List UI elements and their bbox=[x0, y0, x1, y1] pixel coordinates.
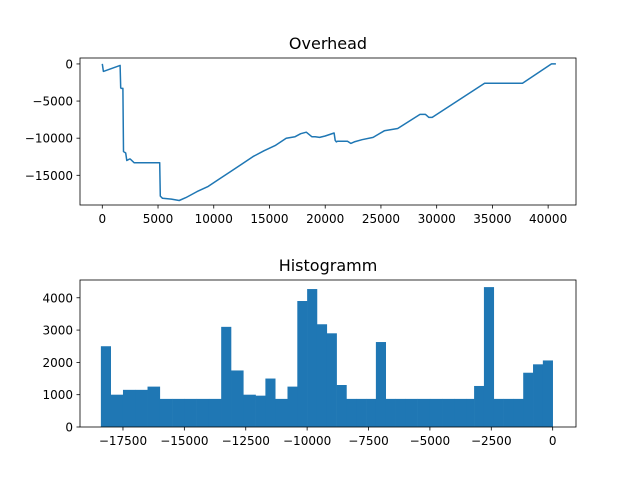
histogram-bar bbox=[454, 398, 468, 427]
histogram-bar bbox=[405, 398, 418, 427]
histogram-title: Histogramm bbox=[279, 256, 378, 275]
histogram-bar bbox=[395, 398, 406, 427]
overhead-x-tick-label: 25000 bbox=[362, 212, 400, 226]
histogram-bar bbox=[523, 372, 534, 427]
histogram-bar bbox=[159, 398, 173, 427]
histogram-bar bbox=[375, 342, 387, 427]
histogram-x-tick-label: −17500 bbox=[99, 434, 147, 448]
histogram-bar bbox=[493, 398, 504, 427]
overhead-chart: Overhead 0 5000 10000 15000 20000 25000 30000 3… bbox=[25, 34, 577, 226]
histogram-x-tick-label: 0 bbox=[549, 434, 557, 448]
overhead-x-tick-label: 40000 bbox=[529, 212, 567, 226]
histogram-x-tick-label: −12500 bbox=[222, 434, 270, 448]
histogram-bar bbox=[231, 370, 244, 427]
histogram-chart: Histogramm −17500 −15000 −12500 −10000 −7500… bbox=[42, 256, 577, 448]
histogram-bar bbox=[429, 398, 443, 427]
histogram-x-tick-label: −5000 bbox=[410, 434, 451, 448]
overhead-x-tick-label: 15000 bbox=[250, 212, 288, 226]
overhead-plot: 0 5000 10000 15000 20000 25000 30000 35000 40000… bbox=[25, 57, 567, 226]
histogram-bar bbox=[255, 395, 266, 427]
histogram-x-tick-label: −7500 bbox=[348, 434, 389, 448]
histogram-bar bbox=[513, 398, 524, 427]
overhead-x-tick-label: 10000 bbox=[195, 212, 233, 226]
overhead-x-tick-label: 30000 bbox=[418, 212, 456, 226]
histogram-axes-frame bbox=[79, 279, 577, 428]
histogram-bar bbox=[316, 324, 328, 427]
histogram-bar bbox=[275, 398, 288, 427]
histogram-bar bbox=[326, 333, 337, 427]
overhead-x-tick-label: 0 bbox=[98, 212, 106, 226]
overhead-y-tick-label: 0 bbox=[65, 57, 73, 71]
histogram-plot: −17500 −15000 −12500 −10000 −7500 −5000 −2500 0… bbox=[42, 287, 556, 448]
histogram-bar bbox=[385, 398, 396, 427]
histogram-x-tick-label: −2500 bbox=[471, 434, 512, 448]
histogram-bar bbox=[533, 364, 544, 427]
histogram-bar bbox=[442, 398, 455, 427]
histogram-bar bbox=[366, 398, 377, 427]
histogram-bar bbox=[135, 389, 148, 427]
histogram-y-tick-label: 1000 bbox=[42, 388, 73, 402]
overhead-title: Overhead bbox=[289, 34, 367, 53]
histogram-y-tick-label: 2000 bbox=[42, 356, 73, 370]
histogram-x-tick-label: −15000 bbox=[160, 434, 208, 448]
histogram-y-tick-label: 4000 bbox=[42, 291, 73, 305]
histogram-y-tick-label: 0 bbox=[65, 421, 73, 435]
histogram-bar bbox=[466, 398, 475, 427]
overhead-series-line bbox=[101, 63, 556, 202]
histogram-bar bbox=[336, 385, 347, 427]
histogram-bar bbox=[221, 326, 232, 427]
overhead-x-tick-label: 35000 bbox=[473, 212, 511, 226]
overhead-y-tick-label: −15000 bbox=[25, 169, 73, 183]
histogram-bar bbox=[100, 346, 111, 427]
overhead-axes-frame bbox=[79, 57, 577, 206]
histogram-bar bbox=[474, 385, 485, 427]
histogram-bar bbox=[196, 398, 210, 427]
overhead-x-tick-label: 20000 bbox=[306, 212, 344, 226]
overhead-y-tick-label: −10000 bbox=[25, 132, 73, 146]
histogram-bar bbox=[287, 386, 298, 427]
histogram-bar bbox=[122, 389, 136, 427]
histogram-bar bbox=[417, 398, 431, 427]
histogram-bar bbox=[208, 398, 222, 427]
histogram-bar bbox=[147, 386, 161, 427]
histogram-bar bbox=[265, 378, 276, 427]
histogram-bar bbox=[172, 398, 185, 427]
histogram-bar bbox=[184, 398, 197, 427]
histogram-bar bbox=[542, 360, 553, 427]
histogram-bar bbox=[307, 289, 318, 427]
histogram-bar bbox=[346, 398, 357, 427]
histogram-x-tick-label: −10000 bbox=[283, 434, 331, 448]
histogram-bar bbox=[110, 394, 124, 427]
histogram-bar bbox=[503, 398, 514, 427]
histogram-bar bbox=[356, 398, 367, 427]
histogram-bar bbox=[483, 287, 495, 427]
histogram-bar bbox=[297, 301, 308, 427]
overhead-y-tick-label: −5000 bbox=[32, 95, 73, 109]
overhead-x-tick-label: 5000 bbox=[143, 212, 174, 226]
histogram-y-tick-label: 3000 bbox=[42, 324, 73, 338]
histogram-bar bbox=[243, 394, 256, 427]
